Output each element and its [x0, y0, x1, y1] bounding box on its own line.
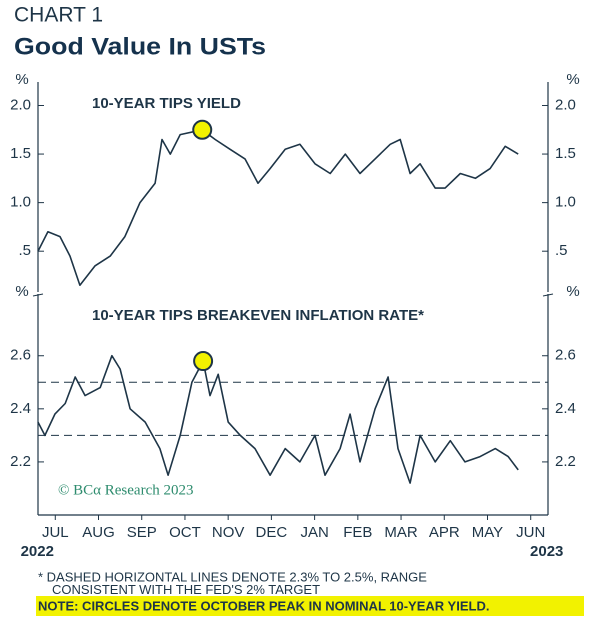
y-tick-label: 2.0	[10, 96, 31, 113]
x-tick-label: NOV	[212, 524, 245, 541]
axis-break	[32, 293, 44, 297]
y-tick-label: 1.5	[10, 145, 31, 162]
x-tick-label: DEC	[256, 524, 288, 541]
watermark: © BCα Research 2023	[58, 482, 193, 498]
highlight-circle	[192, 119, 213, 140]
highlight-circle	[193, 351, 214, 372]
y-tick-label: 1.0	[10, 194, 31, 211]
x-tick-label: SEP	[127, 524, 157, 541]
footnote: * DASHED HORIZONTAL LINES DENOTE 2.3% TO…	[38, 569, 427, 584]
panel-title: 10-YEAR TIPS YIELD	[92, 95, 241, 112]
y-tick-label: 1.5	[555, 145, 576, 162]
x-tick-label: FEB	[343, 524, 372, 541]
y-tick-label: 2.0	[555, 96, 576, 113]
x-tick-label: JUN	[516, 524, 545, 541]
x-tick-label: APR	[429, 524, 460, 541]
axis-break	[542, 293, 554, 297]
y-tick-label: .5	[555, 242, 568, 259]
y-unit-right: %	[566, 71, 579, 88]
chart-kicker: CHART 1	[14, 4, 103, 27]
x-tick-label: MAY	[472, 524, 503, 541]
note-highlight	[36, 596, 584, 616]
data-line	[37, 354, 519, 484]
y-tick-label: .5	[18, 242, 31, 259]
y-tick-label: 2.4	[10, 400, 31, 417]
y-tick-label: 2.6	[555, 347, 576, 364]
y-tick-label: 2.4	[555, 400, 576, 417]
x-tick-label: MAR	[384, 524, 418, 541]
x-year-label: 2022	[21, 543, 54, 560]
y-unit-right: %	[566, 283, 579, 300]
x-tick-label: OCT	[169, 524, 201, 541]
x-tick-label: JUL	[42, 524, 69, 541]
note: NOTE: CIRCLES DENOTE OCTOBER PEAK IN NOM…	[38, 598, 489, 613]
y-tick-label: 2.2	[555, 453, 576, 470]
y-tick-label: 2.2	[10, 453, 31, 470]
x-tick-label: AUG	[82, 524, 115, 541]
y-unit-left: %	[15, 71, 28, 88]
data-line	[37, 129, 519, 286]
chart-title: Good Value In USTs	[14, 33, 266, 60]
x-tick-label: JAN	[300, 524, 328, 541]
x-year-label: 2023	[530, 543, 563, 560]
footnote: CONSISTENT WITH THE FED'S 2% TARGET	[52, 582, 320, 597]
y-unit-left: %	[15, 283, 28, 300]
panel-title: 10-YEAR TIPS BREAKEVEN INFLATION RATE*	[92, 307, 424, 324]
y-tick-label: 1.0	[555, 194, 576, 211]
y-tick-label: 2.6	[10, 347, 31, 364]
